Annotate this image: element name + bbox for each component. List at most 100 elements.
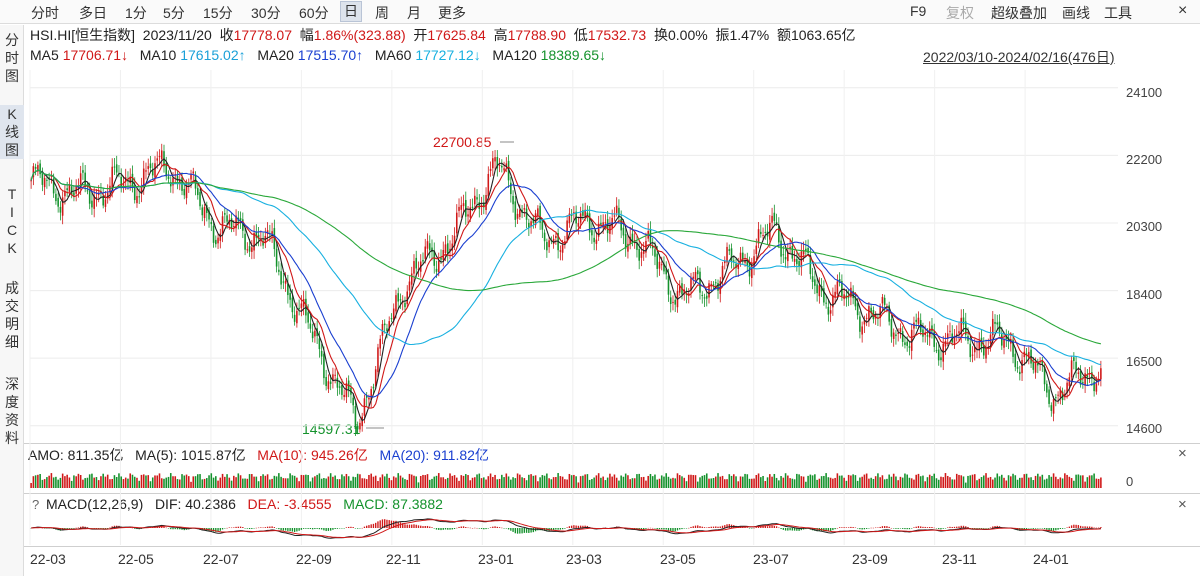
macd-bar — [230, 527, 233, 529]
macd-bar — [516, 528, 519, 534]
tab-minute-chart[interactable]: 分时图 — [5, 32, 19, 84]
volume-bar — [86, 477, 89, 488]
volume-bar — [629, 479, 631, 488]
volume-bar — [834, 477, 836, 488]
candle-body — [1000, 334, 1003, 346]
tools-button[interactable]: 工具 — [1104, 5, 1132, 21]
candle-body — [541, 221, 544, 230]
volume-bar — [383, 476, 386, 488]
macd-bar — [694, 525, 697, 528]
candle-body — [239, 218, 242, 221]
restore-button[interactable]: 复权 — [946, 5, 974, 21]
close-icon[interactable]: × — [1178, 445, 1187, 462]
close-icon[interactable]: × — [1178, 496, 1187, 513]
volume-bar — [136, 477, 138, 488]
volume-bar — [386, 473, 388, 488]
volume-bar — [591, 479, 593, 488]
macd-bar — [1025, 528, 1028, 529]
period-5min[interactable]: 5分 — [163, 5, 185, 21]
overlay-button[interactable]: 超级叠加 — [991, 5, 1047, 21]
macd-bar — [498, 527, 501, 528]
period-month[interactable]: 月 — [407, 5, 421, 21]
volume-bar — [275, 476, 278, 488]
macd-bar — [654, 528, 656, 529]
candle-body — [365, 395, 368, 398]
period-week[interactable]: 周 — [375, 5, 389, 21]
x-tick-label: 23-05 — [660, 551, 696, 567]
y-tick-label: 22200 — [1126, 152, 1163, 167]
candle-body — [1055, 397, 1057, 399]
macd-bar — [381, 519, 384, 528]
candle-body — [789, 246, 791, 249]
volume-bar — [415, 476, 418, 488]
volume-bar — [354, 477, 357, 488]
macd-bar — [825, 528, 827, 532]
volume-bar — [167, 476, 170, 488]
macd-bar — [507, 528, 510, 530]
volume-bar — [464, 474, 467, 488]
volume-bar — [937, 479, 940, 488]
ma20-value: 17515.70↑ — [297, 47, 364, 63]
candle-body — [1043, 366, 1046, 385]
macd-bar — [555, 528, 557, 530]
candle-body — [514, 201, 517, 220]
volume-bar — [289, 473, 291, 488]
candle-body — [79, 173, 82, 187]
macd-bar — [161, 525, 163, 528]
period-more[interactable]: 更多 — [438, 5, 466, 21]
candle-body — [381, 323, 384, 336]
f9-button[interactable]: F9 — [910, 3, 927, 19]
volume-bar — [823, 475, 825, 488]
macd-bar — [911, 528, 913, 529]
candle-body — [739, 252, 742, 261]
period-day[interactable]: 日 — [340, 1, 362, 22]
period-60min[interactable]: 60分 — [299, 5, 329, 21]
ma20-line — [30, 169, 1102, 398]
macd-bar — [570, 525, 573, 528]
period-minute[interactable]: 分时 — [31, 5, 59, 21]
macd-bar — [226, 527, 228, 529]
macd-bar — [771, 525, 773, 528]
tab-depth-info[interactable]: 深度资料 — [5, 376, 19, 446]
candle-body — [169, 182, 172, 187]
close-icon[interactable]: × — [1178, 2, 1188, 19]
volume-bar — [262, 474, 264, 488]
ma-legend: MA5 17706.71↓ MA10 17615.02↑ MA20 17515.… — [30, 47, 606, 63]
macd-bar — [327, 528, 330, 531]
volume-bar — [755, 475, 758, 488]
volume-bar — [640, 477, 643, 488]
volume-bar — [649, 473, 652, 488]
candle-body — [597, 223, 600, 237]
draw-line-button[interactable]: 画线 — [1062, 5, 1090, 21]
macd-bar — [66, 528, 68, 529]
volume-bar — [926, 477, 929, 488]
volume-bar — [102, 473, 104, 488]
volume-bar — [149, 481, 152, 488]
period-multiday[interactable]: 多日 — [79, 5, 107, 21]
candle-body — [138, 196, 141, 198]
candle-body — [95, 197, 98, 199]
volume-bar — [444, 479, 447, 488]
volume-bar — [104, 476, 107, 488]
candle-body — [478, 202, 481, 209]
volume-bar — [494, 474, 496, 488]
candle-body — [426, 241, 429, 249]
candle-body — [406, 291, 409, 305]
macd-bar — [796, 528, 798, 531]
macd-bar — [895, 528, 897, 529]
candle-body — [449, 248, 451, 252]
macd-bar — [444, 528, 447, 530]
help-icon[interactable]: ? — [32, 497, 40, 512]
candle-body — [113, 166, 116, 168]
date-range[interactable]: 2022/03/10-2024/02/16(476日) — [923, 49, 1115, 65]
tab-trade-detail[interactable]: 成交明细 — [5, 280, 19, 350]
macd-bar — [329, 528, 332, 531]
period-15min[interactable]: 15分 — [203, 5, 233, 21]
period-30min[interactable]: 30分 — [251, 5, 281, 21]
volume-bar — [82, 479, 84, 488]
period-1min[interactable]: 1分 — [125, 5, 147, 21]
volume-bar — [307, 475, 309, 488]
